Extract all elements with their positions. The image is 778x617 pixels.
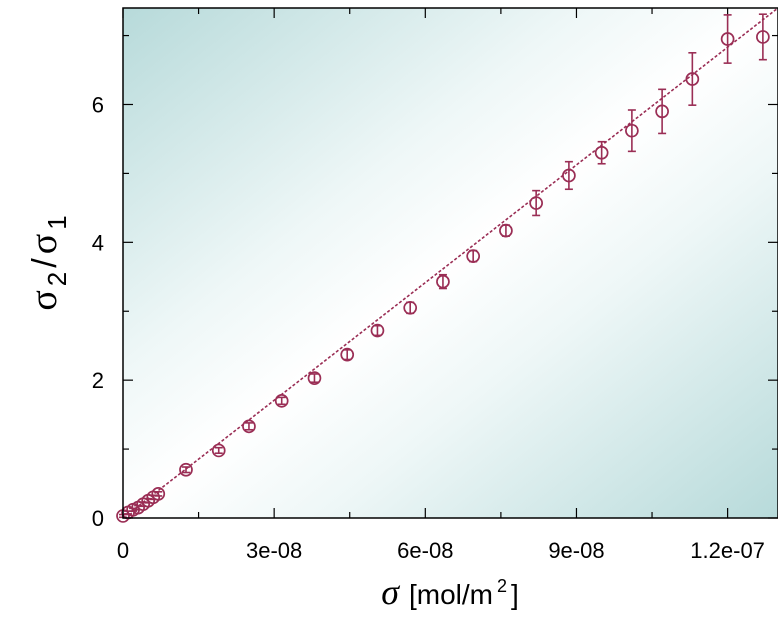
data-point — [151, 487, 166, 501]
data-point — [499, 223, 513, 238]
point-marker — [340, 347, 355, 362]
data-point — [594, 140, 609, 165]
data-point — [436, 273, 450, 290]
point-marker — [179, 462, 193, 477]
data-point — [370, 323, 385, 338]
y-axis-numerator: σ — [23, 290, 65, 310]
data-point — [625, 109, 639, 153]
point-marker — [685, 72, 700, 86]
x-axis-symbol: σ — [381, 572, 400, 612]
x-tick-label: 0 — [117, 538, 129, 563]
data-point — [529, 189, 544, 217]
data-point — [720, 14, 735, 64]
y-tick-label: 4 — [92, 230, 104, 255]
y-tick-label: 0 — [92, 506, 104, 531]
x-tick-label: 9e-08 — [548, 538, 604, 563]
y-axis-denominator: σ — [23, 234, 65, 254]
point-marker — [211, 443, 226, 458]
y-axis-denominator-sub: 1 — [42, 215, 72, 229]
data-point — [179, 462, 193, 477]
point-marker — [594, 145, 609, 160]
point-marker — [466, 249, 481, 263]
x-tick-label: 1.2e-07 — [690, 538, 765, 563]
data-point — [466, 249, 481, 263]
point-marker — [625, 123, 639, 138]
point-marker — [370, 323, 385, 338]
y-tick-label: 2 — [92, 368, 104, 393]
data-point — [307, 371, 322, 385]
data-point — [211, 443, 226, 458]
data-point — [403, 300, 418, 315]
point-marker — [242, 419, 256, 434]
plot-frame — [122, 7, 778, 519]
x-tick-label: 6e-08 — [397, 538, 453, 563]
x-tick-label: 3e-08 — [246, 538, 302, 563]
y-axis-slash: / — [26, 258, 64, 268]
point-marker — [655, 104, 669, 119]
point-marker — [756, 30, 770, 44]
data-point — [756, 13, 770, 61]
data-point — [340, 347, 355, 362]
x-axis-label: σ [mol/m 2 ] — [381, 572, 519, 612]
x-axis-unit-close: ] — [511, 579, 519, 610]
point-marker — [720, 32, 735, 46]
y-axis-label: σ 2 / σ 1 — [23, 215, 72, 310]
y-tick-label: 6 — [92, 92, 104, 117]
point-marker — [274, 393, 289, 408]
point-marker — [151, 487, 166, 501]
y-tick-labels: 0 2 4 6 — [92, 92, 104, 531]
point-marker — [436, 274, 450, 289]
point-marker — [499, 223, 513, 238]
point-marker — [403, 300, 418, 315]
x-tick-labels: 0 3e-08 6e-08 9e-08 1.2e-07 — [117, 538, 765, 563]
point-marker — [307, 371, 322, 385]
data-point — [655, 88, 669, 135]
data-point — [274, 393, 289, 408]
x-axis-unit-exp: 2 — [497, 576, 507, 596]
data-point — [685, 51, 700, 106]
x-axis-unit: [mol/m — [409, 579, 493, 610]
data-points — [116, 13, 770, 523]
data-point — [562, 160, 576, 191]
point-marker — [562, 168, 576, 183]
y-axis-numerator-sub: 2 — [42, 272, 72, 286]
point-marker — [529, 196, 544, 210]
data-point — [242, 419, 256, 434]
fit-line — [122, 7, 778, 519]
